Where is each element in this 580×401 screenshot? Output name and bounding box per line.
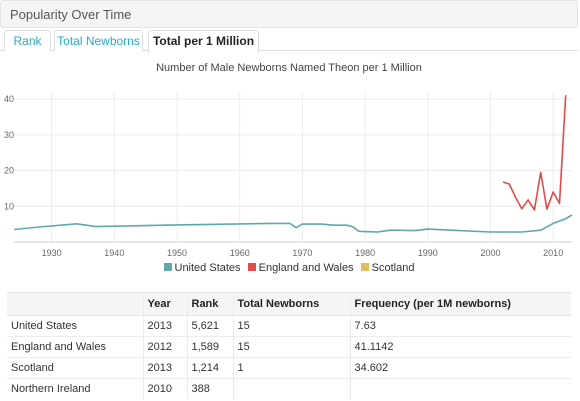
x-tick-label: 2000 xyxy=(480,248,500,258)
table-header-cell: Total Newborns xyxy=(232,292,350,316)
table-row: Scotland 2013 1,214 1 34.602 xyxy=(7,357,571,379)
series-line-england-and-wales xyxy=(502,95,567,211)
tab-bar: Rank Total Newborns Total per 1 Million xyxy=(0,28,578,53)
table-cell: 1,214 xyxy=(186,357,233,379)
table-cell: Northern Ireland xyxy=(11,383,91,395)
tab-total-per-million[interactable]: Total per 1 Million xyxy=(148,30,259,53)
table-header-cell xyxy=(7,292,143,316)
x-tick-label: 1960 xyxy=(230,248,250,258)
table-cell: 2010 xyxy=(142,378,187,399)
table-cell: 2013 xyxy=(142,357,187,379)
table-cell: 15 xyxy=(232,336,350,358)
table-cell: 1,589 xyxy=(186,336,233,358)
x-tick-label: 1990 xyxy=(418,248,438,258)
table-cell: England and Wales xyxy=(7,336,143,358)
legend-item-united-states[interactable]: United States xyxy=(163,262,241,274)
x-tick-label: 2010 xyxy=(543,248,563,258)
y-tick-label: 10 xyxy=(4,201,14,211)
legend-label: Scotland xyxy=(371,262,415,274)
chart-legend: United States England and Wales Scotland xyxy=(0,262,578,274)
x-tick-label: 1970 xyxy=(292,248,312,258)
panel-title: Popularity Over Time xyxy=(10,7,132,22)
x-tick-label: 1950 xyxy=(167,248,187,258)
line-chart: 1930 1940 1950 1960 1970 1980 1990 2000 2010 10 20… xyxy=(4,92,573,258)
y-tick-label: 30 xyxy=(4,130,14,140)
table-header-cell: Rank xyxy=(186,292,233,316)
table-cell: Scotland xyxy=(7,357,143,379)
table-header-cell: Year xyxy=(142,292,187,316)
legend-swatch xyxy=(163,263,172,271)
table-cell: 7.63 xyxy=(349,315,571,337)
x-tick-label: 1940 xyxy=(104,248,124,258)
table-cell: United States xyxy=(7,315,143,337)
table-cell: 34.602 xyxy=(349,357,571,379)
table-row: Northern Ireland 2010 388 xyxy=(7,378,571,399)
table-cell: 2012 xyxy=(142,336,187,358)
table-cell: 388 xyxy=(186,378,233,399)
table-row: United States 2013 5,621 15 7.63 xyxy=(7,315,571,337)
tab-rank[interactable]: Rank xyxy=(4,30,51,51)
table-cell: 15 xyxy=(232,315,350,337)
table-header-row: Year Rank Total Newborns Frequency (per … xyxy=(7,292,571,316)
x-tick-label: 1980 xyxy=(355,248,375,258)
legend-item-scotland[interactable]: Scotland xyxy=(360,262,415,274)
legend-label: United States xyxy=(174,262,241,274)
table-cell: 41.1142 xyxy=(349,336,571,358)
y-tick-label: 20 xyxy=(4,166,14,176)
tab-total-newborns[interactable]: Total Newborns xyxy=(54,30,143,51)
table-cell xyxy=(349,378,571,399)
x-tick-label: 1930 xyxy=(42,248,62,258)
table-cell: 1 xyxy=(232,357,350,379)
stats-table: Year Rank Total Newborns Frequency (per … xyxy=(7,292,571,399)
table-cell xyxy=(232,378,350,399)
chart-title: Number of Male Newborns Named Theon per … xyxy=(156,62,422,74)
table-cell: 5,621 xyxy=(186,315,233,337)
y-tick-label: 40 xyxy=(4,94,14,104)
table-row: England and Wales 2012 1,589 15 41.1142 xyxy=(7,336,571,358)
series-line-united-states xyxy=(13,214,573,233)
panel-header: Popularity Over Time xyxy=(0,0,578,28)
legend-label: England and Wales xyxy=(258,262,354,274)
table-header-cell: Frequency (per 1M newborns) xyxy=(349,292,571,316)
legend-swatch xyxy=(360,263,369,271)
legend-item-england-and-wales[interactable]: England and Wales xyxy=(247,262,354,274)
legend-swatch xyxy=(247,263,256,271)
table-cell: 2013 xyxy=(142,315,187,337)
